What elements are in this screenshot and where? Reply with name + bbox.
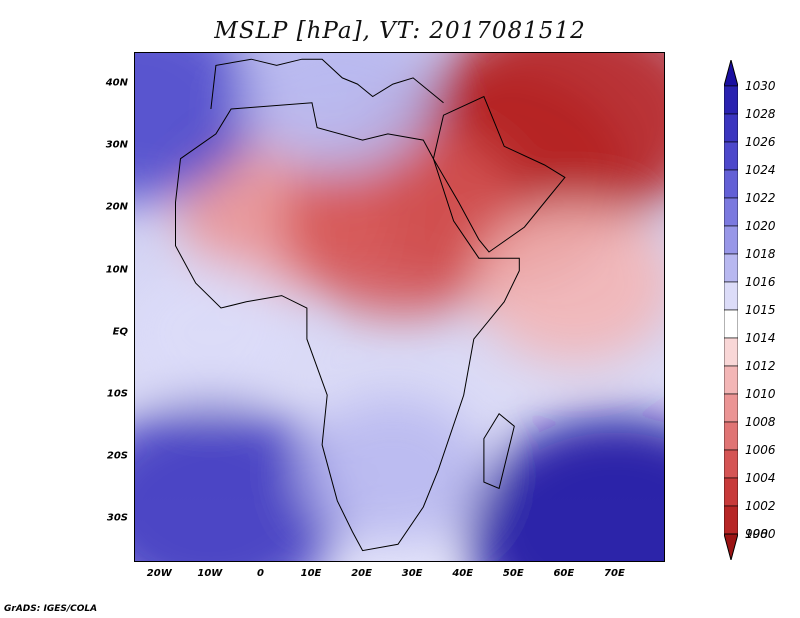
y-tick-label: 30S — [106, 512, 128, 524]
y-tick-label: EQ — [112, 326, 128, 338]
colorbar-segment — [724, 141, 738, 171]
x-tick-label: 10E — [300, 568, 322, 579]
y-tick-label: 20N — [105, 201, 128, 213]
africa-coastline — [175, 102, 520, 552]
europe-coastline — [210, 58, 444, 110]
x-tick-label: 50E — [502, 568, 524, 579]
colorbar-segment — [724, 169, 738, 199]
madagascar-coastline — [483, 412, 515, 490]
colorbar-level-label: 1010 — [745, 387, 776, 401]
x-tick-label: 0 — [256, 568, 264, 579]
colorbar-level-label: 1000 — [745, 527, 776, 541]
colorbar-level-label: 1008 — [745, 415, 776, 429]
grads-credit: GrADS: IGES/COLA — [4, 604, 98, 614]
colorbar-svg — [724, 60, 738, 560]
colorbar-segment — [724, 477, 738, 507]
y-tick-label: 40N — [105, 77, 128, 89]
colorbar-segment — [724, 449, 738, 479]
colorbar-level-label: 1026 — [745, 135, 776, 149]
y-tick-label: 10N — [105, 264, 128, 276]
colorbar-level-label: 1015 — [745, 303, 776, 317]
colorbar-top-arrow — [724, 60, 738, 87]
colorbar-segment — [724, 225, 738, 255]
colorbar-level-label: 1018 — [745, 247, 776, 261]
colorbar-segment — [724, 393, 738, 423]
colorbar-bottom-arrow — [724, 533, 738, 560]
colorbar-segment — [724, 197, 738, 227]
colorbar-level-label: 1014 — [745, 331, 776, 345]
colorbar-segment — [724, 337, 738, 367]
colorbar-level-label: 1020 — [745, 219, 776, 233]
colorbar-level-label: 1006 — [745, 443, 776, 457]
colorbar-segment — [724, 253, 738, 283]
chart-title: MSLP [hPa], VT: 2017081512 — [214, 18, 586, 44]
colorbar-level-label: 1028 — [745, 107, 776, 121]
x-tick-label: 40E — [452, 568, 474, 579]
pressure-blob — [300, 395, 485, 544]
x-tick-label: 60E — [553, 568, 575, 579]
coastlines — [175, 58, 566, 552]
colorbar-segment — [724, 309, 738, 339]
colorbar-level-label: 1012 — [745, 359, 776, 373]
colorbar-level-label: 1030 — [745, 79, 776, 93]
x-tick-label: 10W — [197, 568, 223, 579]
colorbar-level-label: 1022 — [745, 191, 776, 205]
x-tick-label: 70E — [604, 568, 625, 579]
x-tick-label: 20W — [146, 568, 172, 579]
x-tick-label: 30E — [401, 568, 423, 579]
pressure-blob — [135, 261, 299, 404]
colorbar-segment — [724, 113, 738, 143]
colorbar-level-label: 1002 — [745, 499, 776, 513]
colorbar-segment — [724, 365, 738, 395]
pressure-blob — [475, 203, 664, 364]
map-plot-area — [134, 52, 665, 562]
y-tick-label: 20S — [106, 450, 128, 462]
colorbar-segment — [724, 281, 738, 311]
y-tick-label: 30N — [105, 139, 128, 151]
y-tick-label: 10S — [106, 388, 128, 400]
pressure-field — [135, 53, 664, 561]
colorbar — [724, 60, 738, 560]
map-svg — [135, 53, 664, 561]
pressure-blob — [135, 403, 343, 561]
colorbar-level-label: 998 — [745, 527, 768, 541]
arabia-coastline — [432, 95, 566, 253]
colorbar-level-label: 1004 — [745, 471, 776, 485]
x-tick-label: 20E — [351, 568, 372, 579]
pressure-blob — [135, 53, 259, 201]
pressure-blob — [241, 53, 434, 174]
colorbar-segment — [724, 421, 738, 451]
colorbar-level-label: 1016 — [745, 275, 776, 289]
colorbar-segment — [724, 505, 738, 535]
pressure-blob — [283, 125, 524, 316]
pressure-blob — [467, 415, 664, 561]
colorbar-level-label: 1024 — [745, 163, 776, 177]
colorbar-segment — [724, 85, 738, 115]
